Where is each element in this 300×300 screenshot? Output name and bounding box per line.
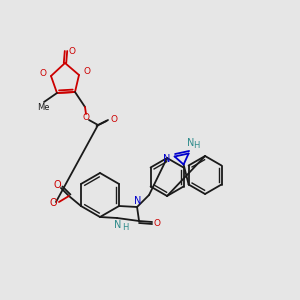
Text: H: H (194, 141, 200, 150)
Text: Me: Me (37, 103, 49, 112)
Text: N: N (187, 139, 194, 148)
Text: O: O (49, 198, 57, 208)
Text: O: O (154, 218, 160, 227)
Text: O: O (110, 116, 118, 124)
Text: N: N (134, 196, 142, 206)
Text: O: O (82, 113, 89, 122)
Text: O: O (40, 68, 46, 77)
Text: N: N (114, 220, 122, 230)
Text: O: O (83, 68, 91, 76)
Text: O: O (53, 180, 61, 190)
Text: O: O (68, 46, 76, 56)
Text: N: N (163, 154, 170, 164)
Text: H: H (122, 224, 128, 232)
